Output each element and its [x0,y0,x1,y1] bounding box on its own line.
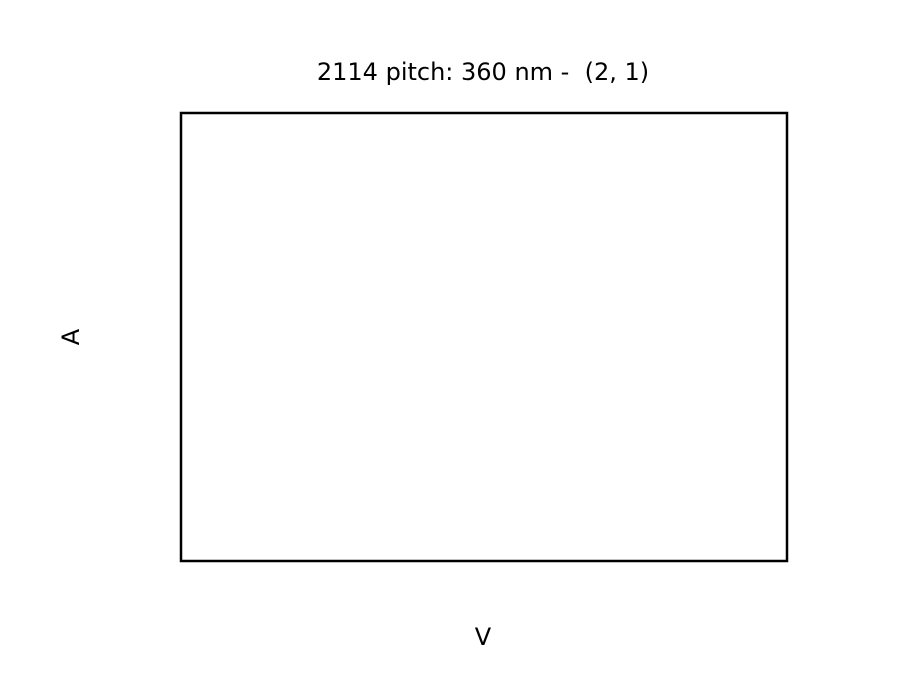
chart-title: 2114 pitch: 360 nm - (2, 1) [317,58,649,86]
x-axis-label: V [475,623,492,651]
plot-area [179,111,789,563]
y-axis-label: A [57,328,85,345]
